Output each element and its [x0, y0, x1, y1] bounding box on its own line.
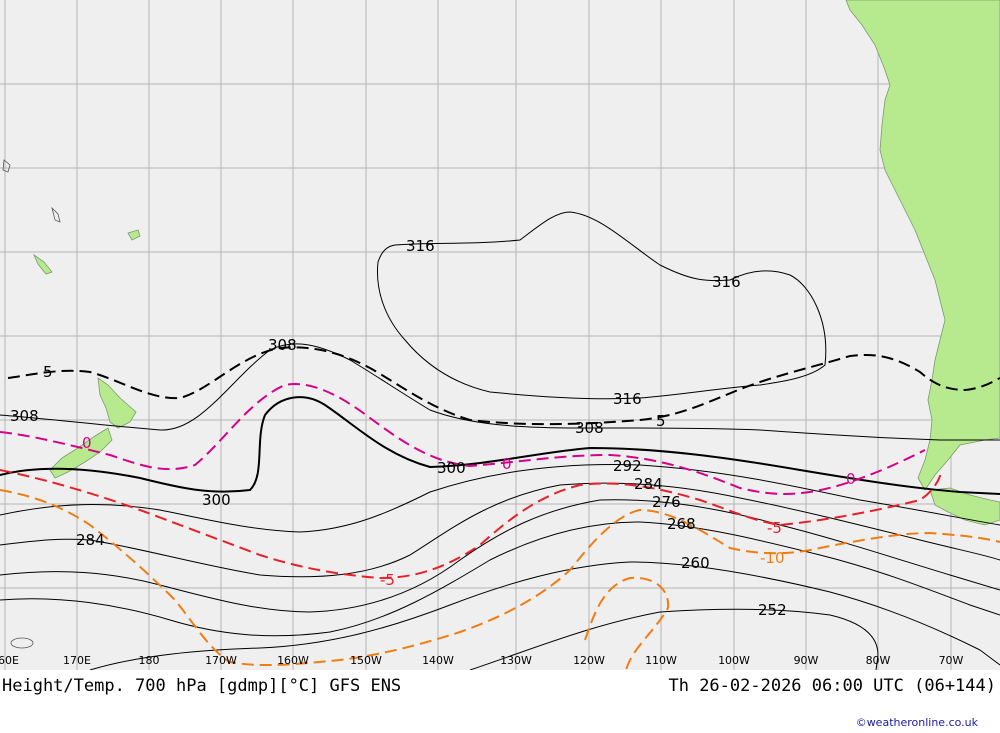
- height-label: 252: [758, 601, 787, 619]
- height-label: 292: [613, 457, 642, 475]
- height-contours: [0, 211, 1000, 670]
- height-contour-268: [0, 521, 1000, 637]
- height-label: 308: [268, 336, 297, 354]
- height-label: 268: [667, 515, 696, 533]
- map-canvas: 316 316 316 308 308 308 300 300 292 284 …: [0, 0, 1000, 670]
- pacific-island: [127, 229, 141, 241]
- lon-tick: 130W: [500, 654, 532, 667]
- height-label: 300: [437, 459, 466, 477]
- temperature-labels: 5 5 0 0 0 -5 -5 -10: [43, 363, 856, 589]
- temp-label: 0: [502, 455, 512, 473]
- lon-tick: 160W: [277, 654, 309, 667]
- lon-tick: 170W: [205, 654, 237, 667]
- lon-tick: 100W: [718, 654, 750, 667]
- lon-tick: 90W: [794, 654, 819, 667]
- valid-time: Th 26-02-2026 06:00 UTC (06+144): [668, 676, 996, 696]
- height-contour-300: [0, 396, 1000, 495]
- height-label: 300: [202, 491, 231, 509]
- height-contour-316: [376, 211, 827, 400]
- pacific-island: [33, 253, 53, 275]
- height-label: 260: [681, 554, 710, 572]
- height-contour-276: [0, 499, 1000, 613]
- temp-contour-0: [0, 383, 926, 495]
- lon-tick: 70W: [939, 654, 964, 667]
- map-title: Height/Temp. 700 hPa [gdmp][°C] GFS ENS: [2, 676, 402, 696]
- height-contour-284: [0, 482, 1000, 578]
- lon-tick: 110W: [645, 654, 677, 667]
- temp-label: -10: [760, 549, 785, 567]
- lon-tick: 150W: [350, 654, 382, 667]
- lon-tick: 170E: [63, 654, 91, 667]
- lat-lon-grid: [0, 0, 1000, 670]
- temp-label: -5: [767, 519, 782, 537]
- height-label: 284: [634, 475, 663, 493]
- temp-contour-plus5: [7, 346, 1000, 426]
- island-outlines: [2, 159, 61, 649]
- temp-label: 0: [846, 470, 856, 488]
- lon-tick: 140W: [422, 654, 454, 667]
- lon-tick: 80W: [866, 654, 891, 667]
- temp-label: 0: [82, 434, 92, 452]
- longitude-ticks: 160E 170E 180 170W 160W 150W 140W 130W 1…: [0, 654, 964, 667]
- height-label: 316: [712, 273, 741, 291]
- temp-label: -5: [380, 571, 395, 589]
- lon-tick: 180: [139, 654, 160, 667]
- height-label: 284: [76, 531, 105, 549]
- temp-label: 5: [656, 412, 666, 430]
- new-zealand-north-island: [97, 377, 137, 429]
- height-contour-292: [0, 463, 1000, 533]
- height-contour-252: [469, 608, 879, 670]
- credit-link[interactable]: ©weatheronline.co.uk: [855, 716, 978, 729]
- height-label: 308: [10, 407, 39, 425]
- height-label: 308: [575, 419, 604, 437]
- height-labels: 316 316 316 308 308 308 300 300 292 284 …: [10, 237, 787, 619]
- new-zealand-south-island: [49, 427, 113, 479]
- south-america: [845, 0, 1000, 491]
- land-masses: [33, 0, 1000, 526]
- temp-contour-minus5: [0, 469, 943, 580]
- height-label: 316: [406, 237, 435, 255]
- temp-contour-minus10: [0, 489, 1000, 670]
- height-contour-260: [89, 561, 1000, 670]
- weather-map: 316 316 316 308 308 308 300 300 292 284 …: [0, 0, 1000, 670]
- lon-tick: 160E: [0, 654, 19, 667]
- lon-tick: 120W: [573, 654, 605, 667]
- height-label: 276: [652, 493, 681, 511]
- temp-label: 5: [43, 363, 53, 381]
- height-contour-308: [0, 343, 1000, 441]
- height-label: 316: [613, 390, 642, 408]
